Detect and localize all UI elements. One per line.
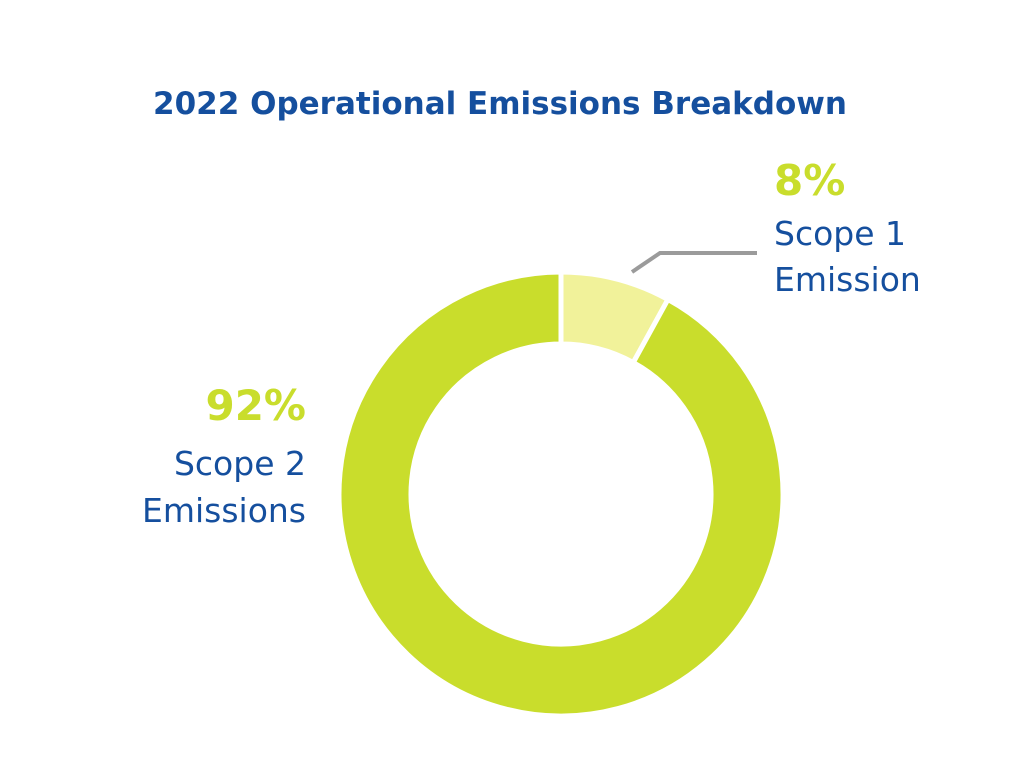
donut-slice-scope2 bbox=[336, 269, 786, 719]
scope1-label-line1: Scope 1 bbox=[774, 214, 906, 253]
scope1-percent-label: 8% bbox=[774, 156, 845, 205]
scope1-label-line2: Emission bbox=[774, 260, 921, 299]
scope2-label-line2: Emissions bbox=[142, 491, 306, 530]
scope2-label-line1: Scope 2 bbox=[174, 444, 306, 483]
scope1-leader-line bbox=[630, 251, 757, 274]
scope2-percent-label: 92% bbox=[205, 381, 306, 430]
donut-slices bbox=[336, 269, 786, 719]
chart-title: 2022 Operational Emissions Breakdown bbox=[153, 86, 847, 122]
